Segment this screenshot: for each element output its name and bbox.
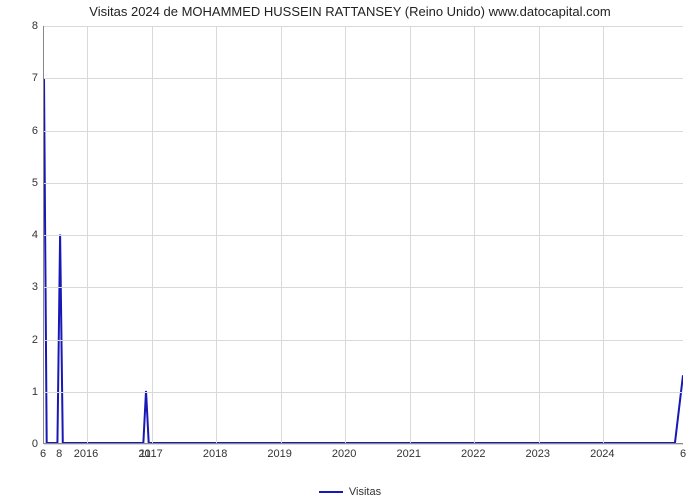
ytick-label: 4 [32,229,38,241]
xtick-label: 2018 [203,448,227,460]
xtick-label: 2016 [74,448,98,460]
xtick-sublabel: 6 [680,448,686,460]
gridline-v [87,26,88,443]
ytick-label: 8 [32,20,38,32]
gridline-v [410,26,411,443]
xtick-label: 2023 [526,448,550,460]
legend-label: Visitas [349,486,381,498]
xtick-sublabel: 8 [56,448,62,460]
gridline-h [44,78,683,79]
xtick-sublabel: 6 [40,448,46,460]
gridline-h [44,183,683,184]
chart-container: Visitas 2024 de MOHAMMED HUSSEIN RATTANS… [0,0,700,500]
gridline-h [44,392,683,393]
gridline-h [44,235,683,236]
xtick-label: 2024 [590,448,614,460]
gridline-v [539,26,540,443]
ytick-label: 1 [32,386,38,398]
ytick-label: 6 [32,125,38,137]
legend: Visitas [0,486,700,498]
ytick-label: 0 [32,438,38,450]
gridline-v [474,26,475,443]
ytick-label: 5 [32,177,38,189]
ytick-label: 7 [32,72,38,84]
gridline-v [345,26,346,443]
gridline-h [44,131,683,132]
gridline-h [44,287,683,288]
gridline-h [44,444,683,445]
gridline-v [216,26,217,443]
xtick-label: 2020 [332,448,356,460]
gridline-h [44,26,683,27]
gridline-v [603,26,604,443]
xtick-label: 2019 [267,448,291,460]
gridline-v [281,26,282,443]
ytick-label: 2 [32,334,38,346]
xtick-sublabel: 11 [139,448,150,460]
gridline-h [44,340,683,341]
gridline-v [152,26,153,443]
xtick-label: 2022 [461,448,485,460]
plot-area [43,26,683,444]
xtick-label: 2021 [396,448,420,460]
chart-title: Visitas 2024 de MOHAMMED HUSSEIN RATTANS… [0,0,700,22]
ytick-label: 3 [32,281,38,293]
legend-swatch [319,491,343,493]
